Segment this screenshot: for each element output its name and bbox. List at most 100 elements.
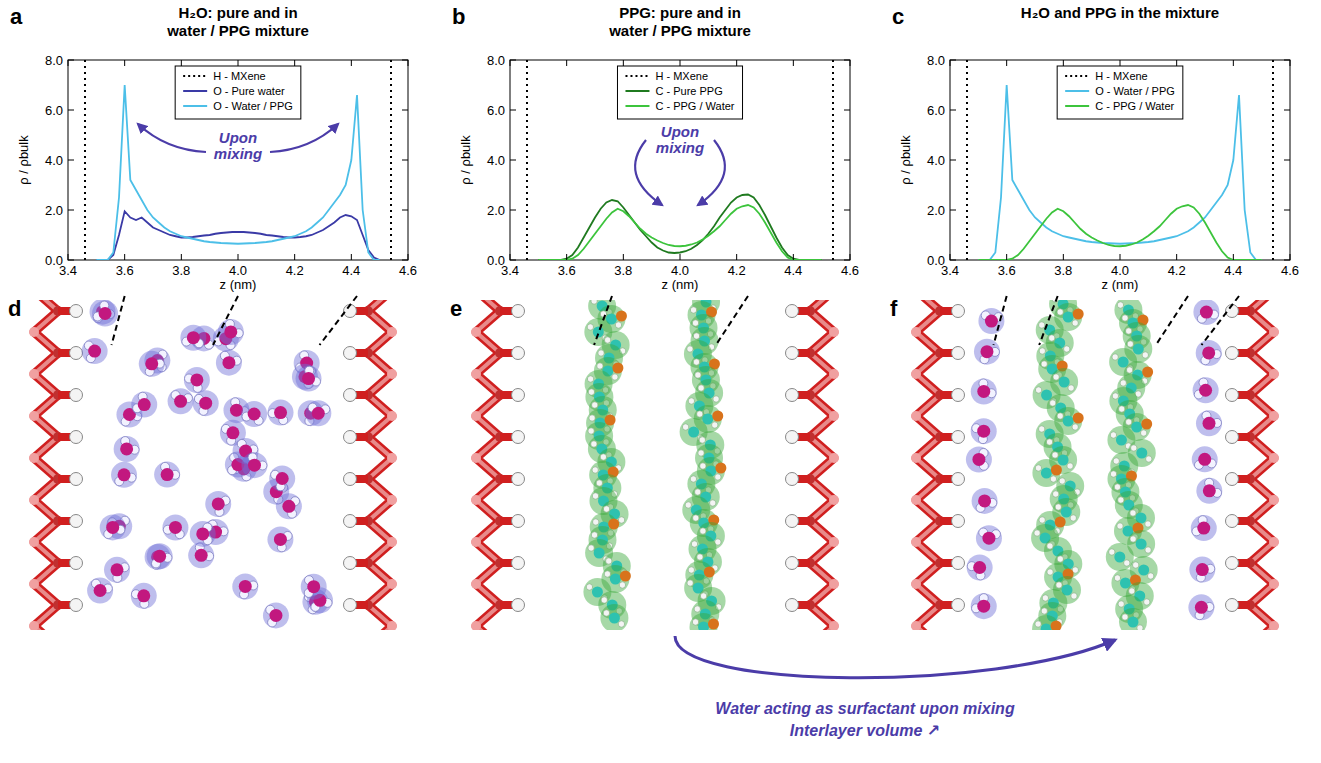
water-o (187, 331, 200, 344)
hydroxyl-h (1226, 389, 1239, 402)
panel-letter: a (10, 4, 23, 29)
water-o (1197, 522, 1210, 535)
ppg-halo (585, 539, 613, 567)
x-tick (680, 254, 681, 260)
mxene-atom (29, 579, 39, 589)
water-halo (184, 367, 210, 393)
water-o (282, 500, 295, 513)
x-tick (238, 60, 239, 66)
ppg-h (1067, 463, 1073, 469)
x-tick (623, 254, 624, 260)
hydroxyl-h (512, 515, 525, 528)
x-tick (351, 254, 352, 260)
ppg-h (592, 402, 598, 408)
water-halo (1196, 340, 1222, 366)
y-tick (510, 60, 516, 61)
ppg-h (700, 593, 706, 599)
annotation-arrow (138, 124, 206, 152)
hydroxyl-h (786, 389, 799, 402)
water-halo (87, 578, 113, 604)
water-halo (1193, 377, 1219, 403)
hydroxyl-h (786, 347, 799, 360)
ppg-h (592, 467, 598, 473)
y-tick-label: 2.0 (927, 203, 945, 218)
caption-text: Interlayer volume ↗ (790, 722, 940, 739)
chart-b: 3.43.63.84.04.24.44.60.02.04.06.08.0z (n… (452, 4, 859, 292)
snapshot-content (910, 300, 1280, 630)
mxene-atom (1269, 495, 1279, 505)
ppg-h (690, 307, 696, 313)
x-tick (124, 60, 125, 66)
mxene-atom (387, 621, 397, 630)
legend-swatch (1065, 90, 1089, 92)
hydroxyl-h (344, 515, 357, 528)
ppg-h (1125, 419, 1131, 425)
legend-box (617, 66, 742, 119)
ppg-h (694, 606, 700, 612)
y-axis-title: ρ / ρbulk (458, 135, 473, 185)
water-o (145, 357, 158, 370)
ppg-h (1114, 484, 1120, 490)
y-tick (1284, 260, 1290, 261)
marks (85, 60, 391, 260)
mxene-line (526, 60, 528, 260)
water-o (190, 373, 203, 386)
y-tick-label: 4.0 (927, 153, 945, 168)
ppg-h (1035, 387, 1041, 393)
hydroxyl-h (1226, 557, 1239, 570)
mxene-bond (368, 300, 392, 630)
water-o (276, 472, 289, 485)
caption-arrow (675, 636, 1115, 678)
ppg-h (591, 532, 597, 538)
hydroxyl-h (344, 557, 357, 570)
connector (320, 296, 357, 345)
mxene-atom (387, 411, 397, 421)
panel-title-line: H₂O and PPG in the mixture (1021, 4, 1219, 21)
ppg-h (1057, 556, 1063, 562)
hydroxyl-h (70, 389, 83, 402)
y-tick (510, 260, 516, 261)
water-halo (1193, 300, 1219, 325)
water-o (307, 580, 320, 593)
x-tick-label: 3.6 (116, 263, 134, 278)
x-tick-label: 3.6 (558, 263, 576, 278)
x-tick (68, 60, 69, 66)
ppg-h (618, 621, 624, 627)
hydroxyl-h (70, 431, 83, 444)
x-tick-label: 4.0 (229, 263, 247, 278)
snapshot-ground (470, 300, 840, 630)
ppg-o (1073, 309, 1084, 320)
hydroxyl-h (786, 557, 799, 570)
density-line (978, 205, 1261, 260)
mxene-atom (911, 495, 921, 505)
ppg-h (1140, 430, 1146, 436)
ppg-h (1039, 348, 1045, 354)
ppg-h (600, 454, 606, 460)
water-halo (111, 462, 137, 488)
legend-swatch (1065, 105, 1089, 107)
ppg-h (1117, 302, 1123, 308)
water-o (153, 550, 166, 563)
x-tick (1290, 254, 1291, 260)
hydroxyl-h (512, 431, 525, 444)
legend-label: C - Pure PPG (655, 85, 722, 97)
x-tick (510, 60, 511, 66)
connector (594, 296, 612, 345)
ppg-h (693, 333, 699, 339)
water-o (224, 325, 237, 338)
ppg-h (1117, 523, 1123, 529)
snapshot-content (28, 300, 398, 630)
water-o (1203, 484, 1216, 497)
water-o (1198, 453, 1211, 466)
water-o (1195, 601, 1208, 614)
water-o (1200, 306, 1213, 319)
ppg-h (1109, 549, 1115, 555)
x-tick-label: 4.0 (1111, 263, 1129, 278)
ppg-h (1145, 547, 1151, 553)
ppg-h (715, 474, 721, 480)
panel-title-line: PPG: pure and in (619, 4, 741, 21)
x-tick (238, 254, 239, 260)
ppg-h (596, 480, 602, 486)
mxene-line (966, 60, 968, 260)
ppg-halo (584, 318, 612, 346)
